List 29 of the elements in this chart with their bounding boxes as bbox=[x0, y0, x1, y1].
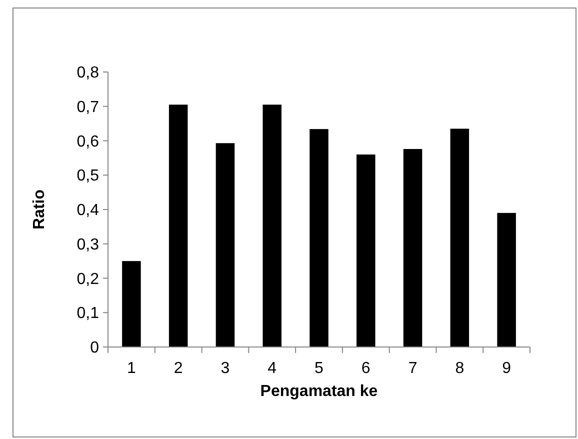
bar bbox=[216, 143, 235, 347]
bar bbox=[262, 104, 282, 347]
y-tick-label: 0,4 bbox=[76, 202, 100, 220]
y-tick-label: 0,5 bbox=[76, 168, 100, 185]
bar bbox=[168, 104, 188, 347]
y-tick-label: 0,6 bbox=[76, 133, 100, 150]
x-tick-label: 4 bbox=[268, 360, 277, 377]
y-tick-label: 0 bbox=[90, 340, 100, 357]
bar bbox=[310, 129, 328, 347]
y-tick-label: 0,8 bbox=[76, 64, 100, 82]
x-tick-label: 1 bbox=[126, 360, 136, 377]
y-tick-label: 0,2 bbox=[76, 270, 100, 288]
y-axis-title: Ratio bbox=[31, 189, 48, 230]
bar bbox=[356, 154, 376, 347]
x-tick-label: 6 bbox=[361, 360, 370, 377]
y-tick-label: 0,1 bbox=[76, 305, 100, 322]
bar bbox=[122, 261, 141, 347]
y-tick-label: 0,3 bbox=[76, 236, 100, 254]
x-axis-title: Pengamatan ke bbox=[260, 383, 378, 400]
y-tick-label: 0,7 bbox=[76, 98, 100, 116]
bar bbox=[497, 212, 516, 347]
x-tick-label: 8 bbox=[455, 360, 464, 377]
bar bbox=[403, 149, 422, 347]
x-tick-label: 9 bbox=[502, 360, 512, 377]
x-tick-label: 7 bbox=[408, 360, 418, 377]
bar bbox=[450, 128, 470, 347]
x-tick-label: 2 bbox=[174, 360, 183, 377]
x-tick-label: 5 bbox=[314, 360, 324, 377]
x-tick-label: 3 bbox=[220, 360, 230, 377]
